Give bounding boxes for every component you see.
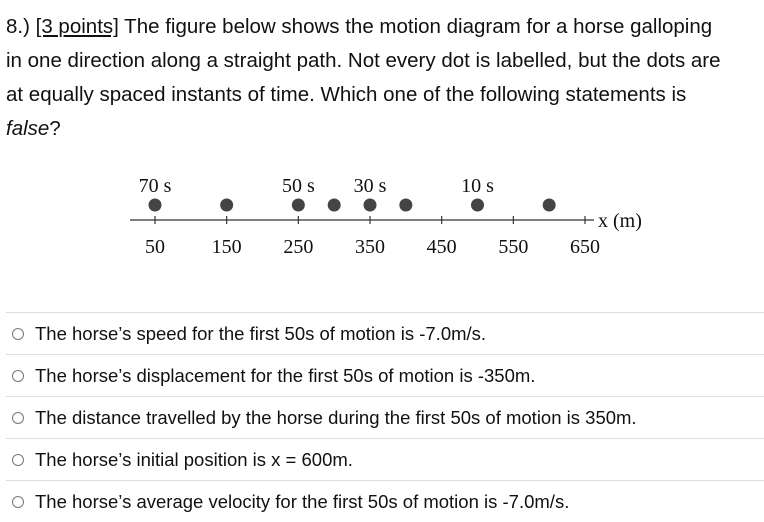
- answer-choice-label: The horse’s speed for the first 50s of m…: [35, 322, 487, 344]
- motion-dot: [291, 198, 305, 212]
- tick-label: 50: [145, 236, 165, 258]
- tick-label: 350: [355, 236, 385, 258]
- question-number: 8.): [6, 15, 30, 38]
- motion-dot: [471, 198, 485, 212]
- tick-group: 50 150 250 350 450 550 650: [145, 216, 600, 258]
- question-line-1-text: The figure below shows the motion diagra…: [118, 15, 713, 38]
- radio-button[interactable]: [12, 327, 24, 340]
- answer-choice[interactable]: The horse’s initial position is x = 600m…: [6, 438, 764, 480]
- motion-dot: [220, 198, 234, 212]
- answer-choice[interactable]: The horse’s speed for the first 50s of m…: [6, 312, 764, 354]
- answer-choice-label: The horse’s displacement for the first 5…: [35, 364, 536, 386]
- radio-button[interactable]: [12, 411, 24, 424]
- tick-label: 450: [427, 236, 457, 258]
- question-mark: ?: [49, 117, 61, 140]
- motion-dot: [399, 198, 413, 212]
- radio-button[interactable]: [12, 495, 24, 508]
- question-text: 8.) [3 points] The figure below shows th…: [6, 10, 764, 146]
- time-label: 70 s: [139, 175, 172, 197]
- question-points: [3 points]: [35, 15, 119, 38]
- question-line-1: 8.) [3 points] The figure below shows th…: [6, 10, 764, 44]
- tick-label: 250: [283, 236, 313, 258]
- answer-choice[interactable]: The horse’s displacement for the first 5…: [6, 354, 764, 396]
- question-line-4: false?: [6, 112, 764, 146]
- question-line-3: at equally spaced instants of time. Whic…: [6, 83, 687, 106]
- motion-dot: [148, 198, 162, 212]
- answer-choice[interactable]: The horse’s average velocity for the fir…: [6, 480, 764, 522]
- motion-diagram: x (m) 50 150 250 350 450 550 650 70 s 50 s 30 s 1…: [130, 175, 642, 258]
- answer-choice[interactable]: The distance travelled by the horse duri…: [6, 396, 764, 438]
- time-label: 50 s: [282, 175, 315, 197]
- question-line-2: in one direction along a straight path. …: [6, 49, 721, 72]
- motion-dot: [363, 198, 377, 212]
- answer-choices: The horse’s speed for the first 50s of m…: [6, 312, 764, 522]
- answer-choice-label: The distance travelled by the horse duri…: [35, 406, 637, 428]
- answer-choice-label: The horse’s average velocity for the fir…: [35, 490, 570, 512]
- time-label: 10 s: [461, 175, 494, 197]
- radio-button[interactable]: [12, 453, 24, 466]
- motion-dot: [542, 198, 556, 212]
- tick-label: 650: [570, 236, 600, 258]
- motion-dot: [327, 198, 341, 212]
- time-label-group: 70 s 50 s 30 s 10 s: [139, 175, 495, 197]
- axis-label: x (m): [598, 210, 642, 232]
- dot-group: [148, 198, 556, 212]
- radio-button[interactable]: [12, 369, 24, 382]
- question-emphasis: false: [6, 117, 50, 140]
- time-label: 30 s: [354, 175, 387, 197]
- answer-choice-label: The horse’s initial position is x = 600m…: [35, 448, 353, 470]
- tick-label: 550: [498, 236, 528, 258]
- tick-label: 150: [212, 236, 242, 258]
